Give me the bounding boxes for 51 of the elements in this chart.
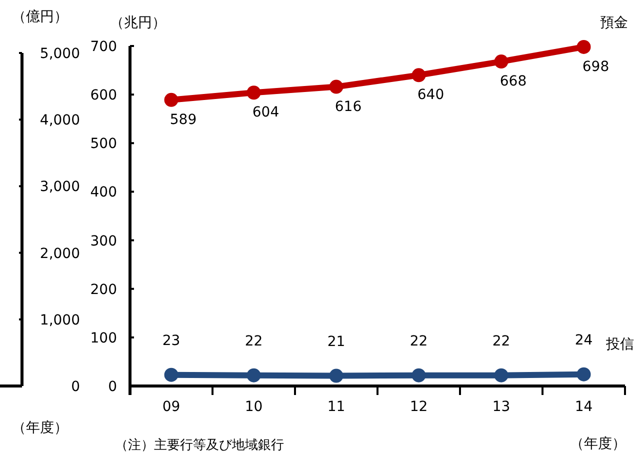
point [576,367,591,382]
series-label: 投信 [605,336,634,352]
y2-tick-label: 3,000 [40,179,80,196]
y-axis-title: （兆円） [110,15,166,31]
text: （注）主要行等及び地域銀行 [115,437,284,453]
series-label: 預金 [600,14,628,31]
data-label: 21 [327,334,346,350]
y2-tick-label: 4,000 [40,112,80,129]
data-label: 24 [574,332,593,348]
point [494,368,508,382]
data-label: 22 [244,333,263,350]
y2-tick-label: 0 [71,379,80,395]
text: （年度） [12,420,68,436]
data-label: 23 [162,332,180,349]
x-tick-label: 14 [574,399,593,415]
point [164,368,178,382]
data-label: 604 [252,104,280,121]
x-tick-label: 09 [162,399,180,415]
data-label: 640 [417,87,444,104]
y2-tick-label: 5,000 [40,46,80,62]
point [576,40,591,54]
x-axis-title: （年度） [570,436,626,452]
data-label: 22 [410,333,428,350]
point [164,92,178,107]
y-tick-label: 700 [90,39,117,55]
y2-tick-label: 1,000 [40,312,80,328]
point [246,86,261,100]
y-tick-label: 200 [90,282,117,298]
point [329,368,344,383]
x-tick-label: 11 [327,399,346,415]
y2-axis-title: （億円） [12,9,68,25]
y-tick-label: 500 [90,136,117,152]
x-tick-label: 12 [410,399,428,415]
y-tick-label: 0 [108,379,117,395]
data-label: 668 [500,74,527,90]
y-tick-label: 600 [90,88,117,104]
y-tick-label: 300 [90,233,117,250]
data-label: 22 [492,333,510,350]
data-label: 589 [170,112,197,128]
data-label: 698 [582,58,610,75]
point [494,54,508,69]
data-label: 616 [334,98,362,115]
x-tick-label: 13 [492,399,510,415]
x-tick-label: 10 [244,399,263,415]
point [246,368,261,382]
point [329,80,344,94]
y-tick-label: 100 [90,330,117,346]
y-tick-label: 400 [90,184,117,201]
point [412,68,426,82]
y2-tick-label: 2,000 [40,246,80,262]
point [412,368,426,382]
